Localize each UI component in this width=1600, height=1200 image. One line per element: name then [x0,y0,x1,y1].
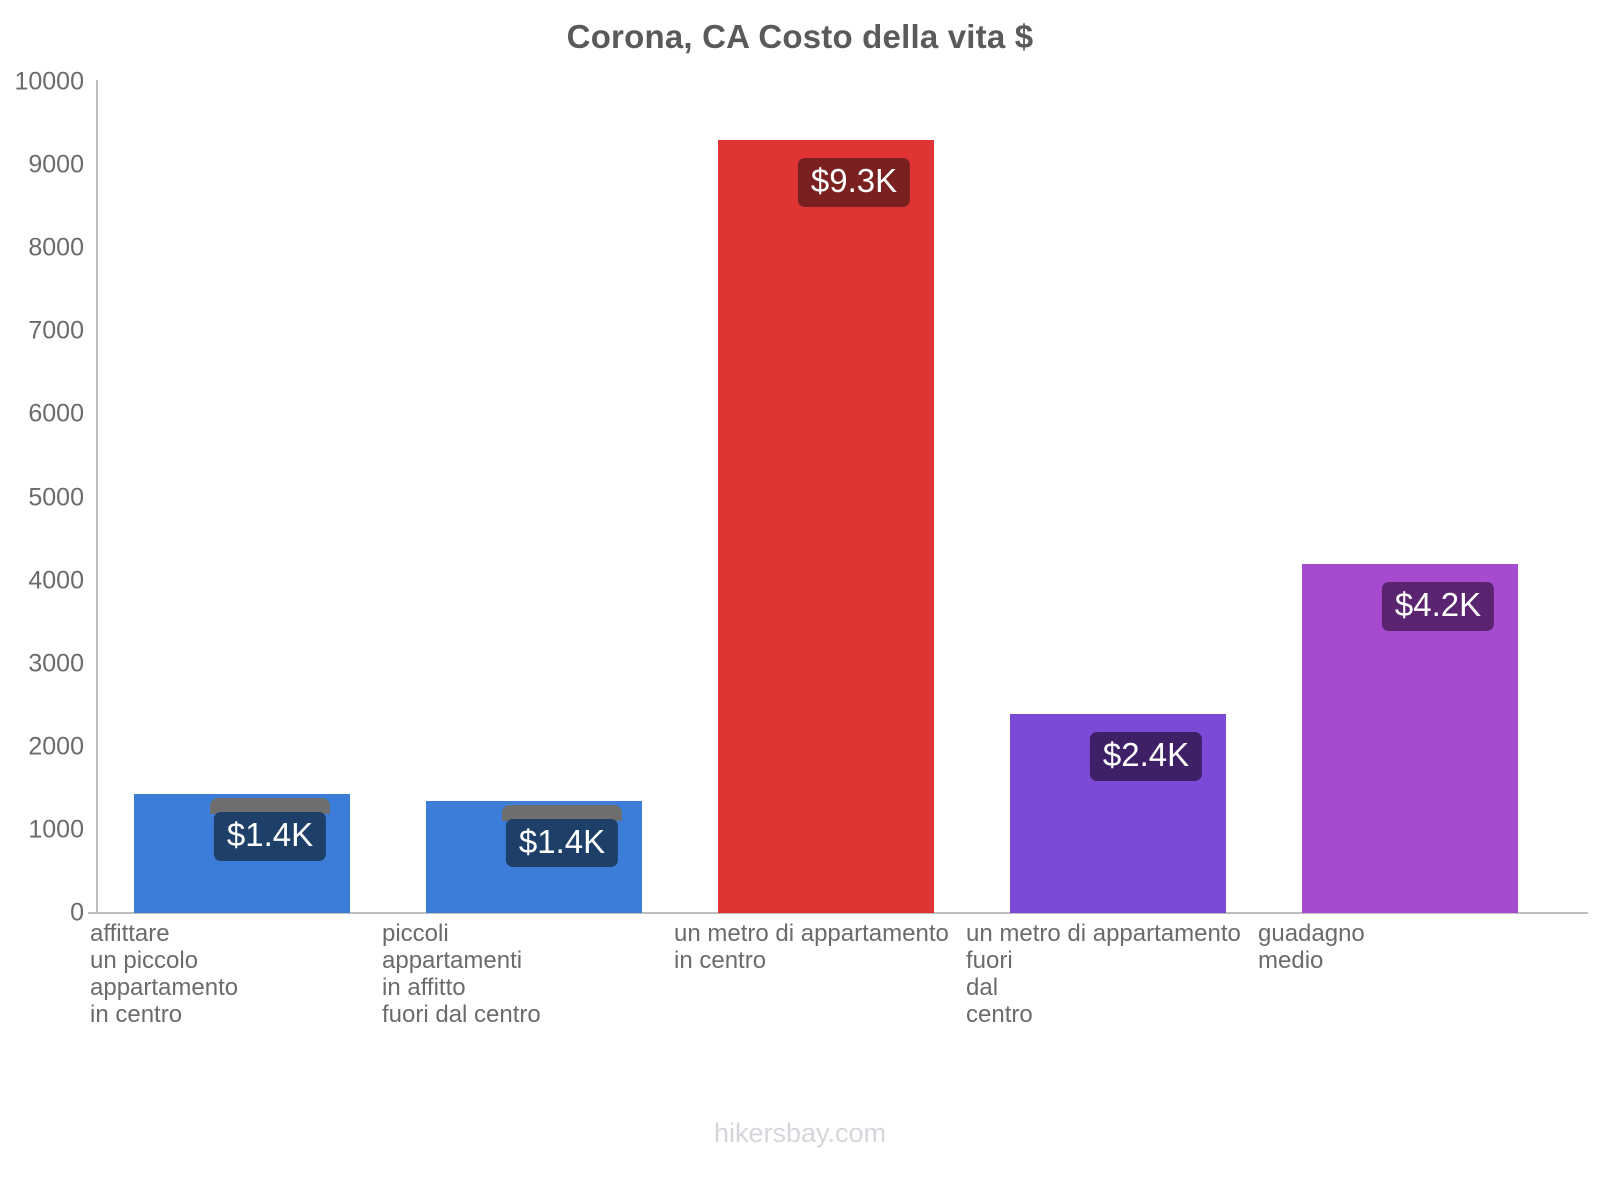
x-axis-category-label: un metro di appartamento fuori dal centr… [966,920,1241,1028]
x-axis-category-label: guadagno medio [1258,920,1365,974]
bar-value-label: $1.4K [505,818,619,868]
value-badge-tab [502,804,622,821]
watermark-hikersbay: hikersbay.com [713,1118,887,1148]
value-badge-tab [210,798,330,815]
y-axis-tick-label: 9000 [28,150,84,179]
x-axis-category-label: un metro di appartamento in centro [674,920,949,974]
y-axis-tick-label: 5000 [28,483,84,511]
y-axis-tick-label: 10000 [14,67,84,96]
y-axis-tick-label: 3000 [28,649,84,678]
x-axis-line [88,912,1588,914]
y-axis-tick-label: 7000 [28,316,84,345]
x-axis-category-label: affittare un piccolo appartamento in cen… [90,920,239,1028]
y-axis-line [96,80,98,914]
y-axis-tick-label: 4000 [28,566,84,595]
y-axis-tick-label: 1000 [28,815,84,844]
y-axis-tick-label: 6000 [28,399,84,428]
bar-value-label: $1.4K [213,812,327,861]
y-axis-tick-label: 2000 [28,732,84,761]
y-axis-tick-label: 8000 [28,233,84,262]
bar[interactable] [718,140,934,913]
bar-value-label: $9.3K [797,158,911,207]
y-axis-tick-label: 0 [70,898,84,927]
chart-title: Corona, CA Costo della vita $ [566,18,1034,55]
bar-value-label: $2.4K [1089,732,1203,782]
x-axis-category-label: piccoli appartamenti in affitto fuori da… [382,920,541,1028]
bar-value-label: $4.2K [1381,581,1495,631]
plot-area: $1.4K $1.4K $9.3K $2.4K $4.2K [96,82,1556,913]
